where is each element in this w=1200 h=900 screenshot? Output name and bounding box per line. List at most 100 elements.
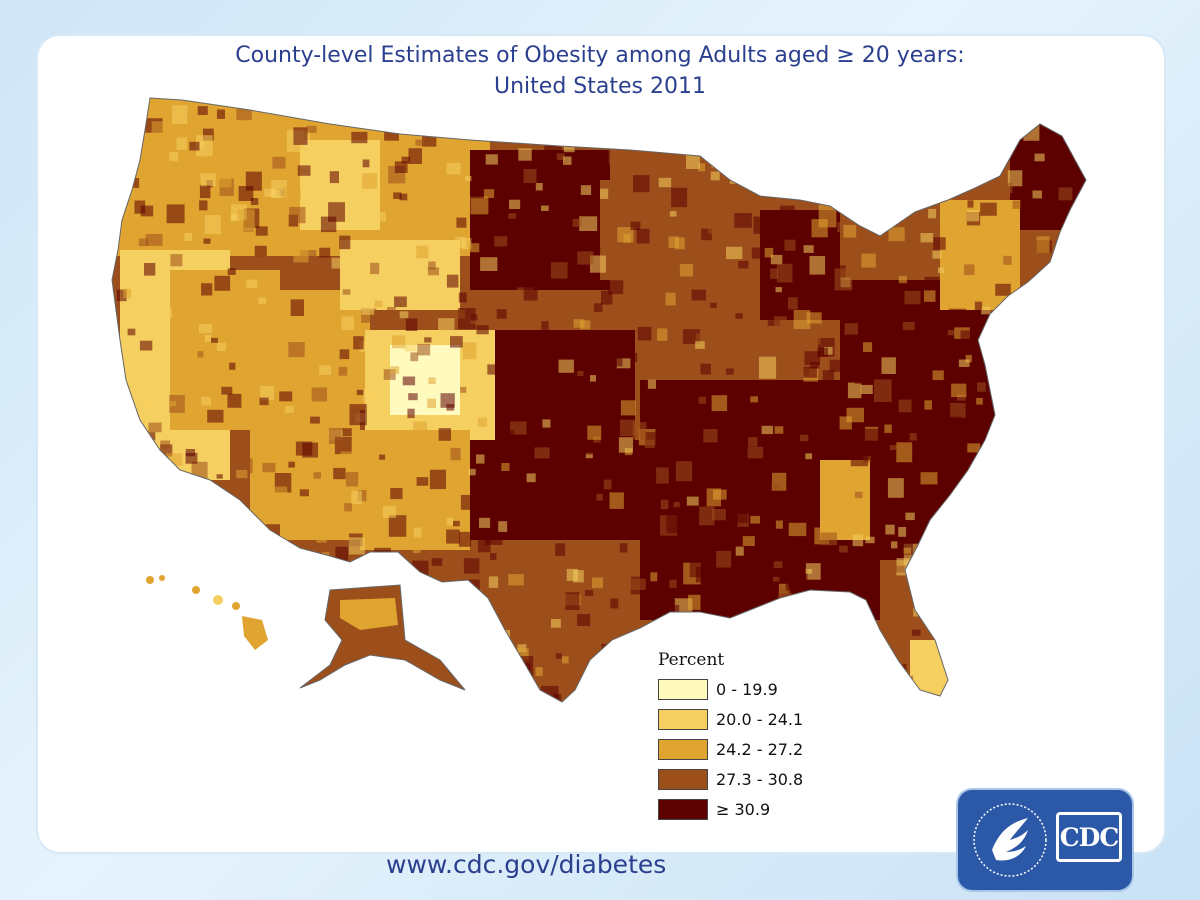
county-cell <box>597 123 614 136</box>
county-cell <box>416 477 429 486</box>
county-cell <box>619 419 635 437</box>
county-cell <box>898 276 907 284</box>
county-cell <box>861 122 879 143</box>
county-cell <box>756 399 765 408</box>
county-cell <box>870 680 884 694</box>
county-cell <box>803 245 814 253</box>
county-cell <box>753 216 769 234</box>
county-cell <box>207 409 224 423</box>
county-cell <box>976 507 992 527</box>
county-cell <box>412 684 421 691</box>
county-cell <box>155 645 174 660</box>
county-cell <box>503 430 515 442</box>
county-cell <box>835 607 848 622</box>
county-cell <box>143 398 155 410</box>
county-cell <box>793 310 811 329</box>
county-cell <box>826 427 837 436</box>
county-cell <box>1000 422 1017 436</box>
county-cell <box>596 131 607 141</box>
county-cell <box>593 303 603 312</box>
county-cell <box>1056 104 1068 116</box>
county-cell <box>551 619 561 628</box>
county-cell <box>415 139 423 146</box>
county-cell <box>477 417 488 427</box>
county-cell <box>693 123 701 130</box>
county-cell <box>353 336 364 350</box>
county-cell <box>1046 295 1058 307</box>
county-cell <box>1030 586 1046 600</box>
county-cell <box>629 352 638 363</box>
county-cell <box>761 547 777 559</box>
county-cell <box>496 309 507 319</box>
county-cell <box>703 429 718 443</box>
county-cell <box>580 185 592 195</box>
county-cell <box>762 165 781 187</box>
county-cell <box>518 148 532 161</box>
region-florida-south <box>910 640 950 700</box>
county-cell <box>382 506 396 518</box>
county-cell <box>976 398 983 405</box>
county-cell <box>341 428 352 437</box>
county-cell <box>556 153 565 160</box>
county-cell <box>435 127 443 137</box>
county-cell <box>319 365 332 375</box>
county-cell <box>600 188 609 199</box>
county-cell <box>345 472 359 487</box>
county-cell <box>601 643 616 658</box>
county-cell <box>1027 407 1041 423</box>
county-cell <box>319 247 331 258</box>
county-cell <box>298 630 312 642</box>
county-cell <box>316 535 327 543</box>
county-cell <box>695 341 705 349</box>
county-cell <box>160 556 171 563</box>
county-cell <box>726 246 743 260</box>
county-cell <box>428 608 436 617</box>
county-cell <box>202 375 211 382</box>
county-cell <box>436 115 448 126</box>
county-cell <box>184 233 193 241</box>
county-cell <box>735 546 744 556</box>
county-cell <box>303 429 311 437</box>
county-cell <box>493 249 504 262</box>
footer-url[interactable]: www.cdc.gov/diabetes <box>386 850 667 879</box>
county-cell <box>145 233 163 246</box>
county-cell <box>840 169 856 182</box>
county-cell <box>574 421 589 433</box>
county-cell <box>1040 282 1058 301</box>
county-cell <box>333 467 346 480</box>
county-cell <box>388 515 407 537</box>
county-cell <box>384 122 399 141</box>
county-cell <box>681 117 700 140</box>
county-cell <box>600 661 614 675</box>
county-cell <box>153 215 170 228</box>
county-cell <box>171 105 188 125</box>
county-cell <box>333 695 344 702</box>
legend-item-2: 20.0 - 24.1 <box>658 704 858 734</box>
county-cell <box>401 156 410 164</box>
county-cell <box>428 377 436 385</box>
county-cell <box>412 547 421 553</box>
county-cell <box>1039 297 1055 313</box>
county-cell <box>206 658 222 675</box>
county-cell <box>753 104 760 110</box>
county-cell <box>884 424 892 433</box>
county-cell <box>580 193 596 212</box>
county-cell <box>470 314 478 321</box>
county-cell <box>1085 292 1086 309</box>
legend-swatch-2 <box>658 708 708 730</box>
county-cell <box>860 384 873 394</box>
county-cell <box>450 447 461 461</box>
county-cell <box>116 289 127 302</box>
county-cell <box>272 639 285 652</box>
cdc-wordmark: CDC <box>1056 812 1122 862</box>
county-cell <box>215 372 231 384</box>
county-cell <box>1069 473 1078 482</box>
county-cell <box>639 303 650 313</box>
county-cell <box>738 135 755 155</box>
county-cell <box>514 332 523 338</box>
county-cell <box>387 307 396 317</box>
county-cell <box>487 364 498 375</box>
legend-item-5: ≥ 30.9 <box>658 794 858 824</box>
county-cell <box>750 396 758 403</box>
county-cell <box>574 176 581 184</box>
